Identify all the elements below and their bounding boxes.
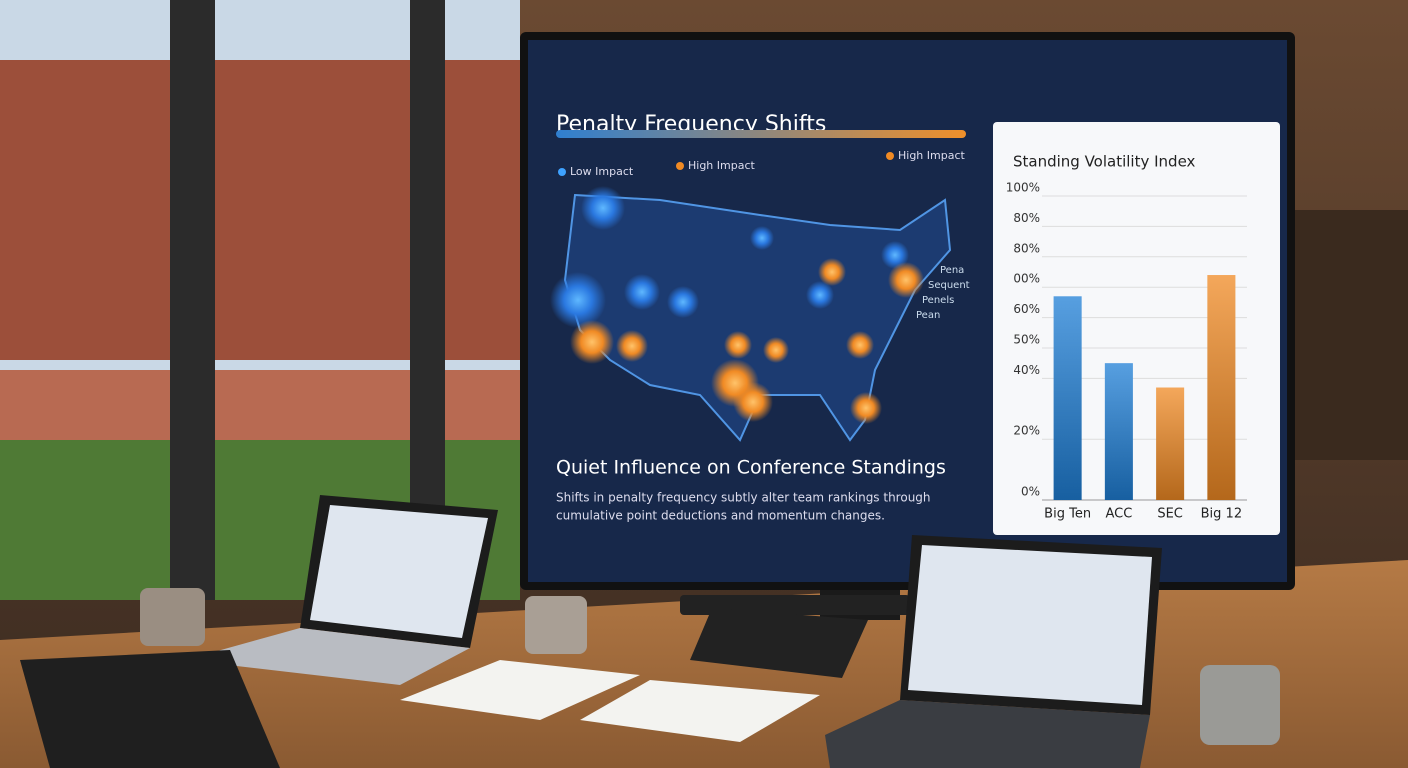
- legend-swatch: [676, 162, 684, 170]
- chair: [20, 650, 280, 768]
- bubble: [846, 331, 874, 359]
- bubble: [850, 392, 882, 424]
- bubble: [888, 262, 924, 298]
- bar-chart: 0% 20% 40% 50% 60% 00% 80% 80% 100% Big Ten ACC SEC…: [1006, 181, 1247, 522]
- bar-shade: [1104, 363, 1133, 500]
- bar-shade: [1156, 387, 1185, 500]
- laptop-right-base: [825, 700, 1150, 768]
- map-bubbles: [550, 186, 924, 424]
- bookshelf: [1295, 210, 1408, 460]
- window-frame: [170, 0, 215, 600]
- y-tick-label: 00%: [1013, 272, 1040, 286]
- y-tick-label: 80%: [1013, 241, 1040, 255]
- y-tick-label: 50%: [1013, 333, 1040, 347]
- paper: [580, 680, 820, 742]
- bubble: [818, 258, 846, 286]
- bubble: [733, 382, 773, 422]
- y-tick-label: 80%: [1013, 211, 1040, 225]
- y-tick-label: 0%: [1021, 485, 1040, 499]
- laptop-left-screen: [310, 505, 488, 638]
- map-label: Sequent: [928, 280, 970, 291]
- bubble: [550, 272, 606, 328]
- window-frame: [410, 0, 445, 600]
- y-tick-label: 60%: [1013, 302, 1040, 316]
- bubble: [581, 186, 625, 230]
- x-tick-label: Big Ten: [1044, 507, 1091, 522]
- legend-entry: High Impact: [898, 149, 966, 162]
- bubble: [570, 320, 614, 364]
- screen-description: Shifts in penalty frequency subtly alter…: [556, 491, 931, 505]
- map-label: Pena: [940, 265, 964, 276]
- bubble: [724, 331, 752, 359]
- bubble: [763, 337, 789, 363]
- screen-description: cumulative point deductions and momentum…: [556, 509, 885, 523]
- chart-title: Standing Volatility Index: [1013, 153, 1196, 171]
- y-tick-label: 40%: [1013, 363, 1040, 377]
- bar-shade: [1207, 275, 1236, 500]
- x-tick-label: Big 12: [1201, 507, 1242, 522]
- screen-heading: Quiet Influence on Conference Standings: [556, 457, 946, 479]
- tablet: [690, 608, 868, 678]
- mug: [140, 588, 205, 646]
- bubble: [881, 241, 909, 269]
- mug: [1200, 665, 1280, 745]
- map-label: Pean: [916, 310, 940, 321]
- bubble: [624, 274, 660, 310]
- bubble: [750, 226, 774, 250]
- bubble: [667, 286, 699, 318]
- laptop-left-base: [185, 628, 470, 685]
- y-tick-label: 100%: [1006, 181, 1040, 195]
- legend-swatch: [886, 152, 894, 160]
- mug: [525, 596, 587, 654]
- bubble: [616, 330, 648, 362]
- bar-shade: [1053, 296, 1082, 500]
- bubble: [806, 281, 834, 309]
- paper: [400, 660, 640, 720]
- y-tick-label: 20%: [1013, 424, 1040, 438]
- legend-swatch: [558, 168, 566, 176]
- legend-entry: High Impact: [688, 159, 756, 172]
- laptop-right-screen: [908, 545, 1152, 705]
- legend-entry: Low Impact: [570, 165, 634, 178]
- x-tick-label: ACC: [1105, 507, 1132, 522]
- map-label: Penels: [922, 295, 954, 306]
- x-tick-label: SEC: [1157, 507, 1183, 522]
- title-underline: [556, 130, 966, 138]
